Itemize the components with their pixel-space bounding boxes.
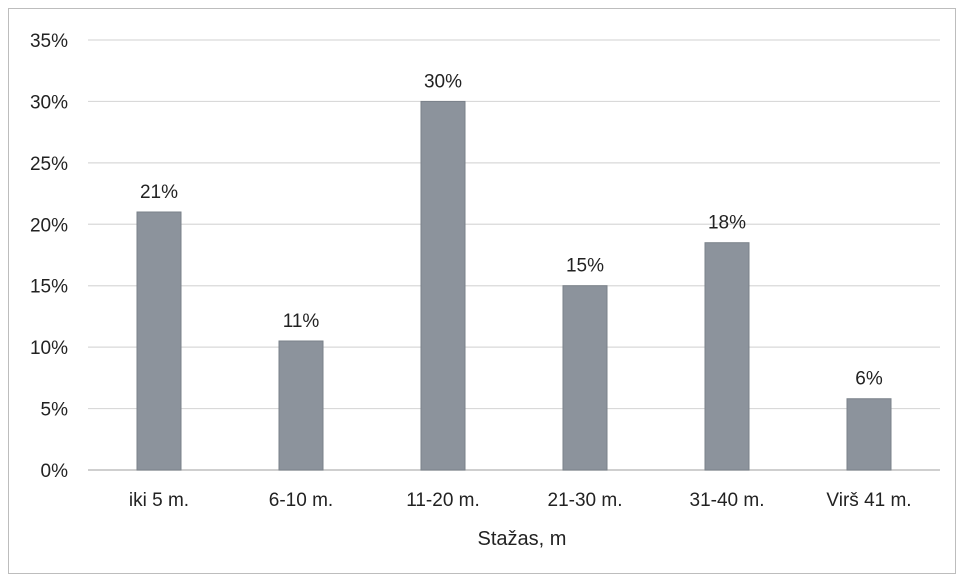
y-tick-label: 10% [30, 338, 68, 359]
category-label: 6-10 m. [269, 490, 333, 511]
x-axis-tick-labels: iki 5 m. 6-10 m. 11-20 m. 21-30 m. 31-40 m. V… [129, 490, 912, 511]
data-label: 18% [708, 213, 746, 234]
bar [278, 340, 324, 471]
category-label: iki 5 m. [129, 490, 189, 511]
bar [846, 398, 892, 471]
data-label: 15% [566, 256, 604, 277]
x-axis-title: Stažas, m [478, 528, 567, 550]
y-tick-label: 20% [30, 215, 68, 236]
data-label: 11% [283, 311, 320, 332]
y-tick-label: 35% [30, 31, 68, 52]
bar [136, 211, 182, 471]
category-label: Virš 41 m. [826, 490, 911, 511]
data-label: 6% [855, 369, 883, 390]
y-axis-tick-labels: 0% 5% 10% 15% 20% 25% 30% 35% [30, 31, 68, 482]
y-tick-label: 5% [41, 400, 69, 421]
category-label: 21-30 m. [548, 490, 623, 511]
y-tick-label: 30% [30, 92, 68, 113]
data-label: 21% [140, 182, 178, 203]
y-tick-label: 15% [30, 277, 68, 298]
bar [562, 285, 608, 471]
category-label: 11-20 m. [406, 490, 480, 511]
bar [704, 242, 750, 471]
category-label: 31-40 m. [690, 490, 765, 511]
data-label: 30% [424, 71, 462, 92]
bar [420, 100, 466, 471]
y-tick-label: 25% [30, 154, 68, 175]
data-labels: 21% 11% 30% 15% 18% 6% [140, 71, 883, 389]
bars [136, 100, 892, 471]
y-tick-label: 0% [41, 461, 69, 482]
gridlines [88, 39, 940, 471]
